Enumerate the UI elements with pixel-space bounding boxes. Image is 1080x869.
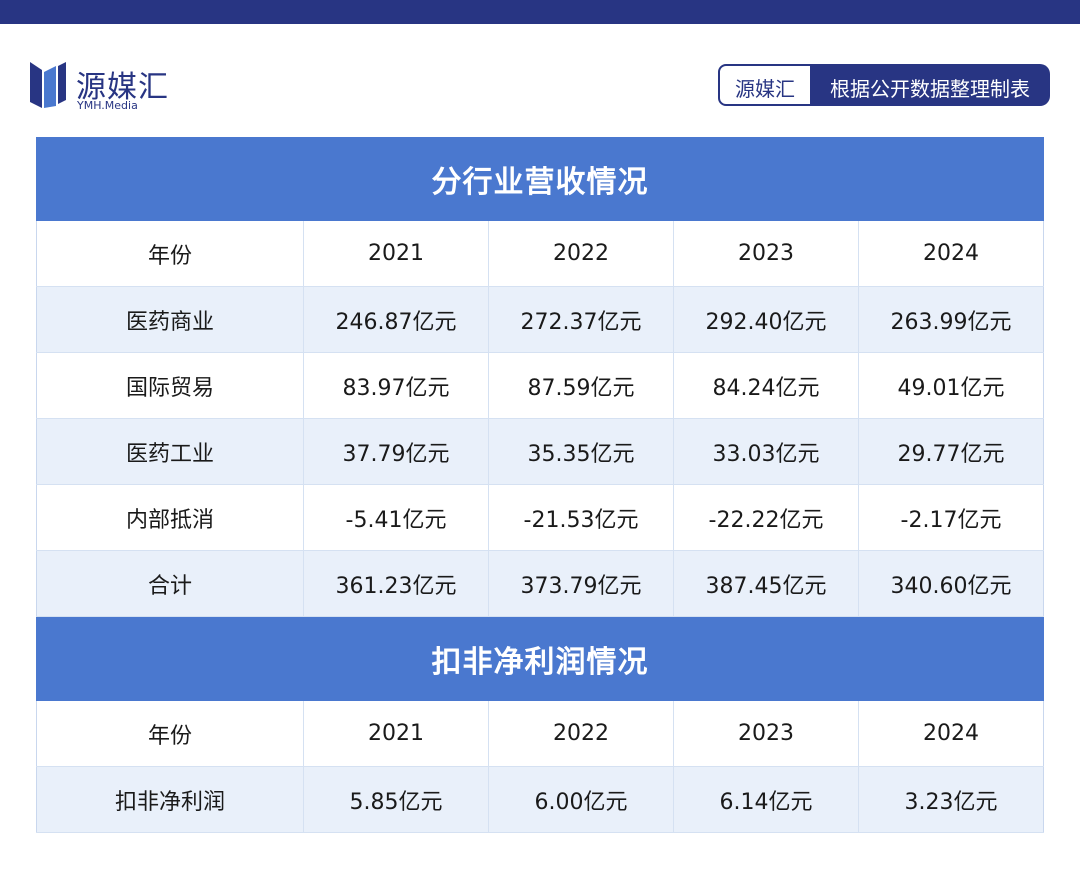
column-header: 2022 [488,221,673,286]
table-cell: 37.79亿元 [303,419,488,484]
table-cell: 373.79亿元 [488,551,673,616]
table-row: 合计 361.23亿元 373.79亿元 387.45亿元 340.60亿元 [36,551,1044,617]
column-header: 2024 [858,701,1044,766]
source-tag-note: 根据公开数据整理制表 [810,64,1050,106]
table-cell: -2.17亿元 [858,485,1044,550]
row-label: 合计 [36,551,303,616]
table-row: 内部抵消 -5.41亿元 -21.53亿元 -22.22亿元 -2.17亿元 [36,485,1044,551]
table-cell: 87.59亿元 [488,353,673,418]
table-cell: 29.77亿元 [858,419,1044,484]
table-cell: 387.45亿元 [673,551,858,616]
table-cell: 6.00亿元 [488,767,673,832]
row-label: 医药商业 [36,287,303,352]
table-title: 扣非净利润情况 [36,617,1044,701]
table-row: 国际贸易 83.97亿元 87.59亿元 84.24亿元 49.01亿元 [36,353,1044,419]
table-cell: 33.03亿元 [673,419,858,484]
table-cell: 292.40亿元 [673,287,858,352]
row-label: 扣非净利润 [36,767,303,832]
table-row: 扣非净利润 5.85亿元 6.00亿元 6.14亿元 3.23亿元 [36,767,1044,833]
column-header: 2021 [303,701,488,766]
table-cell: 263.99亿元 [858,287,1044,352]
data-tables: 分行业营收情况 年份 2021 2022 2023 2024 医药商业 246.87亿元 272… [36,137,1044,833]
table-cell: 5.85亿元 [303,767,488,832]
table-cell: 340.60亿元 [858,551,1044,616]
table-row: 医药工业 37.79亿元 35.35亿元 33.03亿元 29.77亿元 [36,419,1044,485]
top-accent-bar [0,0,1080,24]
brand-name-en: YMH.Media [77,99,138,112]
brand-name: 源媒汇 [76,70,169,105]
table-row: 医药商业 246.87亿元 272.37亿元 292.40亿元 263.99亿元 [36,287,1044,353]
table-cell: -5.41亿元 [303,485,488,550]
table-cell: 272.37亿元 [488,287,673,352]
column-header: 2023 [673,701,858,766]
table-cell: 83.97亿元 [303,353,488,418]
source-tag-note-label: 根据公开数据整理制表 [830,77,1030,101]
column-header: 年份 [36,221,303,286]
table-cell: 3.23亿元 [858,767,1044,832]
column-header: 2024 [858,221,1044,286]
column-header: 2023 [673,221,858,286]
table-cell: 49.01亿元 [858,353,1044,418]
table-cell: 35.35亿元 [488,419,673,484]
table-cell: 84.24亿元 [673,353,858,418]
table-header-row: 年份 2021 2022 2023 2024 [36,221,1044,287]
table-cell: 361.23亿元 [303,551,488,616]
column-header: 2021 [303,221,488,286]
table-cell: 6.14亿元 [673,767,858,832]
row-label: 内部抵消 [36,485,303,550]
source-tag-brand: 源媒汇 [718,64,812,106]
row-label: 国际贸易 [36,353,303,418]
source-tag: 源媒汇 根据公开数据整理制表 [718,64,1052,106]
table-cell: -21.53亿元 [488,485,673,550]
table-title: 分行业营收情况 [36,137,1044,221]
table-cell: 246.87亿元 [303,287,488,352]
table-header-row: 年份 2021 2022 2023 2024 [36,701,1044,767]
row-label: 医药工业 [36,419,303,484]
source-tag-brand-label: 源媒汇 [735,77,795,101]
table-cell: -22.22亿元 [673,485,858,550]
logo-mark-icon [30,62,66,108]
column-header: 年份 [36,701,303,766]
column-header: 2022 [488,701,673,766]
